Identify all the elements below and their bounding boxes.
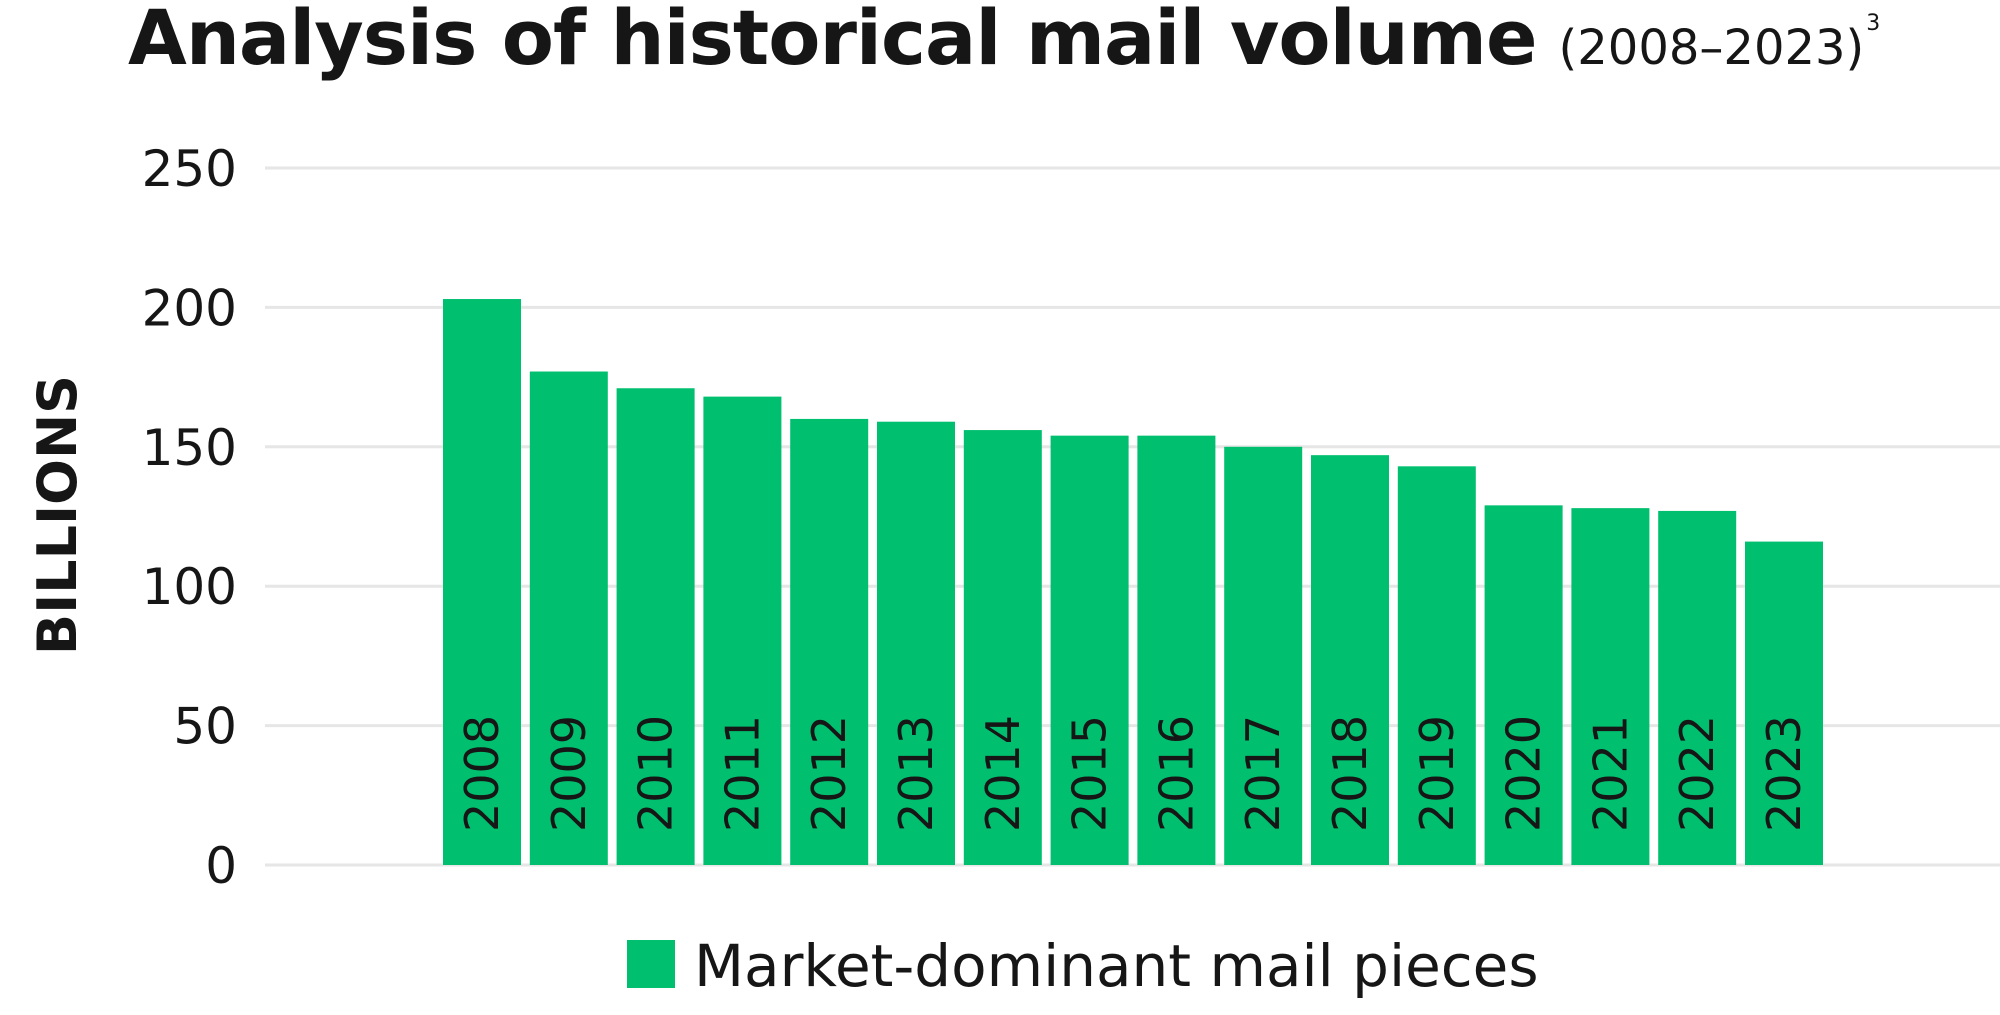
- y-tick-label: 100: [142, 558, 237, 616]
- y-tick-label: 150: [142, 419, 237, 477]
- category-label: 2020: [1497, 715, 1551, 832]
- bar: [1571, 508, 1650, 865]
- bars: [443, 299, 1823, 865]
- bar: [1658, 510, 1737, 865]
- category-label: 2013: [889, 715, 943, 832]
- grid-lines: [265, 166, 2000, 867]
- bar: [790, 418, 869, 865]
- chart-title-main: Analysis of historical mail volume: [128, 0, 1538, 82]
- bar: [1137, 435, 1216, 865]
- category-label: 2021: [1583, 715, 1637, 832]
- y-tick-label: 0: [205, 837, 237, 895]
- bar: [529, 371, 608, 865]
- footnote-marker: 3: [1866, 11, 1881, 36]
- category-label: 2019: [1410, 715, 1464, 832]
- bar: [1484, 505, 1563, 865]
- category-label: 2017: [1236, 715, 1290, 832]
- category-label: 2015: [1063, 715, 1117, 832]
- category-label: 2010: [629, 715, 683, 832]
- y-tick-label: 250: [142, 140, 237, 198]
- bar: [703, 396, 782, 865]
- bar: [1745, 541, 1823, 865]
- bar: [1050, 435, 1129, 865]
- category-label: 2022: [1670, 715, 1724, 832]
- y-tick-label: 50: [173, 698, 237, 756]
- chart-title-years: (2008–2023): [1558, 20, 1865, 76]
- bar: [877, 421, 955, 865]
- category-label: 2023: [1757, 715, 1811, 832]
- y-tick-label: 200: [142, 279, 237, 337]
- bar: [1224, 446, 1303, 865]
- y-axis-label: BILLIONS: [26, 375, 89, 655]
- category-label: 2018: [1323, 715, 1377, 832]
- category-label: 2012: [802, 715, 856, 832]
- bar: [443, 299, 521, 865]
- y-axis-tick-labels: 0 50 100 150 200 250: [142, 140, 237, 895]
- category-labels: 2008 2009 2010 2011 2012 2013 2014 2015 2016 2017…: [455, 715, 1811, 832]
- category-label: 2016: [1149, 715, 1203, 832]
- chart-title: Analysis of historical mail volume (2008–…: [128, 0, 1880, 100]
- legend-swatch: [627, 940, 675, 988]
- bar: [616, 388, 695, 865]
- category-label: 2008: [455, 715, 509, 832]
- bar: [963, 430, 1042, 865]
- bar: [1311, 455, 1389, 865]
- category-label: 2009: [542, 715, 596, 832]
- legend: Market-dominant mail pieces: [627, 932, 1539, 1000]
- category-label: 2011: [715, 715, 769, 832]
- category-label: 2014: [976, 715, 1030, 832]
- legend-label: Market-dominant mail pieces: [694, 932, 1539, 1000]
- bar: [1397, 466, 1476, 865]
